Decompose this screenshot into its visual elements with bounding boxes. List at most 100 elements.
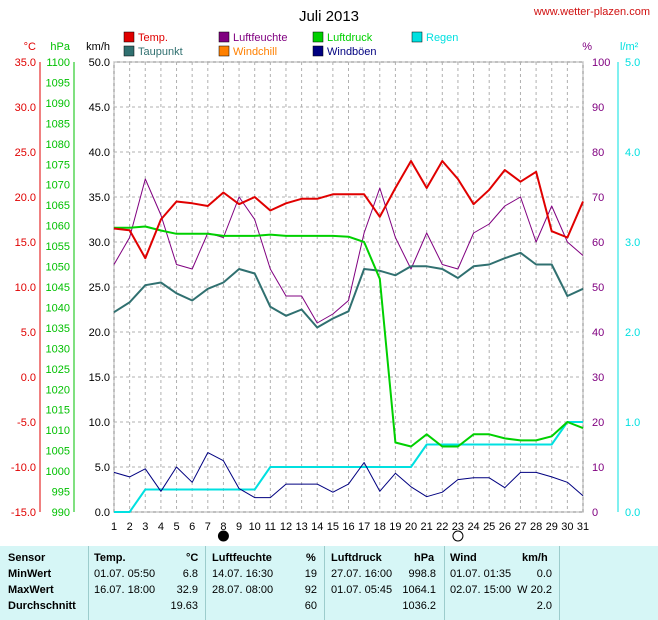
legend-swatch xyxy=(312,45,324,57)
humidity-axis-tick-label: 100 xyxy=(592,57,610,69)
temp-axis-tick-label: -5.0 xyxy=(17,417,36,429)
humidity-axis-tick-label: 50 xyxy=(592,282,604,294)
humidity-value: 60 xyxy=(304,600,317,612)
chart-title: Juli 2013 xyxy=(299,8,359,25)
legend-label: Luftdruck xyxy=(327,32,373,44)
humidity-axis-tick-label: 0 xyxy=(592,507,598,519)
weather-chart: 1 2 3 4 5 6 7 8 9 10 11 12 13 14 15 16 17 18 19 20 21 22 23 24 2… xyxy=(11,8,640,542)
wind-value: W 20.2 xyxy=(517,584,552,596)
pressure-axis-tick-label: 1090 xyxy=(46,98,70,110)
temp-axis-tick-label: -10.0 xyxy=(11,462,36,474)
series-line-regen xyxy=(114,421,583,513)
x-tick-label: 7 xyxy=(205,521,211,533)
wind-axis-tick-label: 35.0 xyxy=(89,192,110,204)
temp-axis-unit: °C xyxy=(24,41,36,53)
header-temp-unit: °C xyxy=(186,552,199,564)
x-tick-label: 4 xyxy=(158,521,164,533)
legend-label: Regen xyxy=(426,32,458,44)
wind-time: 01.07. 01:35 xyxy=(450,568,512,580)
humidity-axis-tick-label: 60 xyxy=(592,237,604,249)
temp-value: 19.63 xyxy=(170,600,198,612)
x-tick-label: 19 xyxy=(389,521,401,533)
legend-label: Windböen xyxy=(327,46,377,58)
row-label: MinWert xyxy=(8,568,52,580)
humidity-time: 28.07. 08:00 xyxy=(212,584,274,596)
x-tick-label: 21 xyxy=(421,521,433,533)
pressure-axis-tick-label: 1025 xyxy=(46,364,70,376)
wind-axis-tick-label: 25.0 xyxy=(89,282,110,294)
temp-value: 6.8 xyxy=(182,568,198,580)
pressure-axis-tick-label: 995 xyxy=(52,487,70,499)
legend-swatch xyxy=(218,31,230,43)
series-line-taupunkt xyxy=(113,251,584,329)
pressure-axis-tick-label: 1055 xyxy=(46,241,70,253)
x-tick-label: 18 xyxy=(374,521,386,533)
temp-axis-tick-label: 25.0 xyxy=(15,147,36,159)
table-header-row: Sensor Temp. °C Luftfeuchte % Luftdruck … xyxy=(0,552,658,567)
pressure-axis-tick-label: 1015 xyxy=(46,405,70,417)
rain-axis-unit: l/m² xyxy=(620,41,639,53)
wind-axis-tick-label: 15.0 xyxy=(89,372,110,384)
legend-swatch xyxy=(123,31,135,43)
humidity-axis-tick-label: 10 xyxy=(592,462,604,474)
legend-label: Temp. xyxy=(138,32,168,44)
legend-label: Windchill xyxy=(233,46,277,58)
humidity-axis-unit: % xyxy=(582,41,592,53)
x-tick-label: 31 xyxy=(577,521,589,533)
header-pressure-unit: hPa xyxy=(414,552,435,564)
x-tick-label: 20 xyxy=(405,521,417,533)
header-pressure: Luftdruck xyxy=(331,552,382,564)
wind-axis-unit: km/h xyxy=(86,41,110,53)
temp-time: 16.07. 18:00 xyxy=(94,584,156,596)
series-line-luftdruck xyxy=(114,225,584,448)
pressure-axis-tick-label: 1080 xyxy=(46,139,70,151)
wind-value: 2.0 xyxy=(536,600,552,612)
wind-axis-tick-label: 45.0 xyxy=(89,102,110,114)
pressure-time: 01.07. 05:45 xyxy=(331,584,393,596)
pressure-axis-tick-label: 1100 xyxy=(46,57,70,69)
legend-swatch xyxy=(411,31,423,43)
wind-axis-tick-label: 10.0 xyxy=(89,417,110,429)
x-tick-label: 24 xyxy=(467,521,479,533)
column-divider xyxy=(559,546,560,620)
statistics-table: Sensor Temp. °C Luftfeuchte % Luftdruck … xyxy=(0,546,658,620)
x-tick-label: 29 xyxy=(546,521,558,533)
header-wind: Wind xyxy=(450,552,477,564)
x-tick-label: 3 xyxy=(142,521,148,533)
temp-axis-tick-label: 5.0 xyxy=(21,327,36,339)
table-row: MinWert 01.07. 05:50 6.8 14.07. 16:30 19… xyxy=(0,568,658,583)
pressure-axis-tick-label: 1050 xyxy=(46,262,70,274)
humidity-axis-tick-label: 30 xyxy=(592,372,604,384)
x-tick-label: 26 xyxy=(499,521,511,533)
header-wind-unit: km/h xyxy=(522,552,548,564)
x-tick-label: 25 xyxy=(483,521,495,533)
temp-axis-tick-label: 35.0 xyxy=(15,57,36,69)
x-tick-label: 30 xyxy=(561,521,573,533)
pressure-axis-tick-label: 1005 xyxy=(46,446,70,458)
legend-swatch xyxy=(123,45,135,57)
pressure-axis-tick-label: 1035 xyxy=(46,323,70,335)
temp-axis-tick-label: -15.0 xyxy=(11,507,36,519)
legend-label: Luftfeuchte xyxy=(233,32,287,44)
x-tick-label: 1 xyxy=(111,521,117,533)
x-tick-label: 14 xyxy=(311,521,323,533)
pressure-time: 27.07. 16:00 xyxy=(331,568,393,580)
pressure-axis-unit: hPa xyxy=(50,41,70,53)
rain-axis-tick-label: 1.0 xyxy=(625,417,640,429)
temp-axis-tick-label: 0.0 xyxy=(21,372,36,384)
temp-time: 01.07. 05:50 xyxy=(94,568,156,580)
column-divider xyxy=(324,546,325,620)
x-tick-label: 6 xyxy=(189,521,195,533)
column-divider xyxy=(88,546,89,620)
header-sensor: Sensor xyxy=(8,552,46,564)
pressure-axis-tick-label: 1075 xyxy=(46,159,70,171)
temp-axis-tick-label: 15.0 xyxy=(15,237,36,249)
humidity-value: 92 xyxy=(304,584,317,596)
full-moon-icon xyxy=(452,530,464,542)
watermark: www.wetter-plazen.com xyxy=(533,6,650,18)
pressure-axis-tick-label: 1070 xyxy=(46,180,70,192)
pressure-axis-tick-label: 1065 xyxy=(46,200,70,212)
new-moon-icon xyxy=(217,530,229,542)
rain-axis-tick-label: 5.0 xyxy=(625,57,640,69)
rain-axis-tick-label: 4.0 xyxy=(625,147,640,159)
